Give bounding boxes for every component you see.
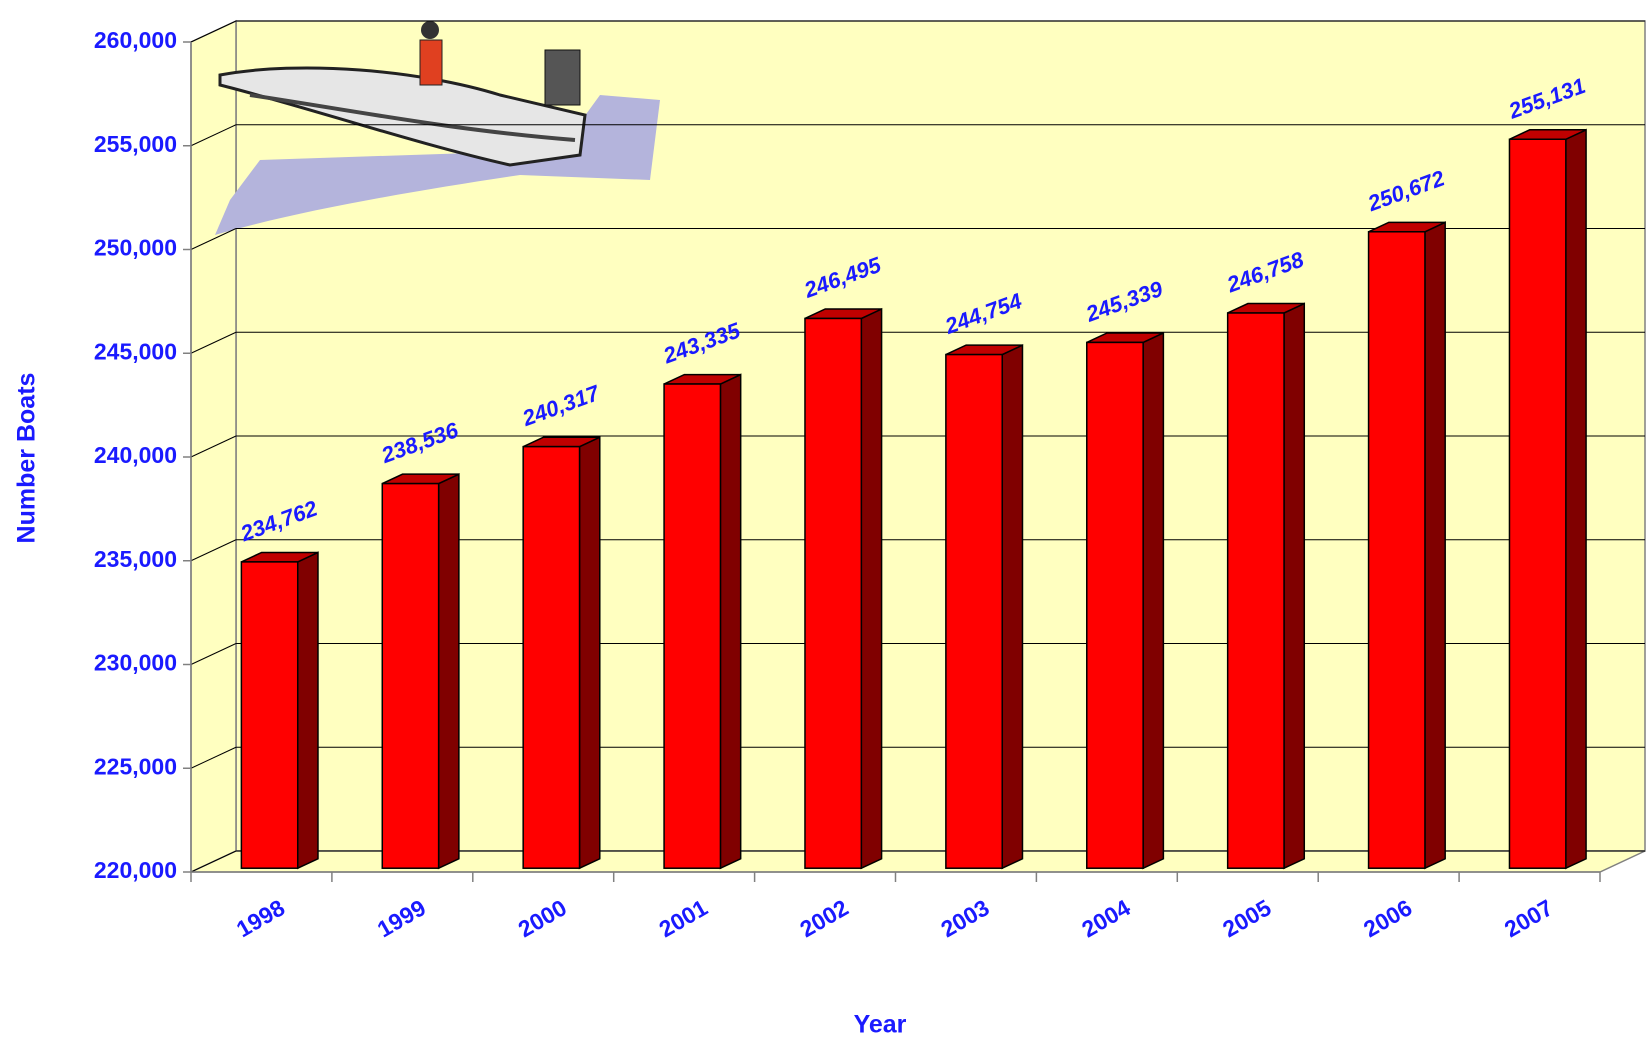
x-tick-label: 1999 (373, 894, 430, 942)
y-tick-label: 235,000 (94, 546, 177, 572)
driver (421, 21, 439, 39)
x-tick-label: 2004 (1077, 894, 1134, 942)
x-tick-label: 2001 (655, 894, 712, 942)
bar (382, 484, 438, 869)
y-tick-label: 255,000 (94, 131, 177, 157)
y-tick-label: 250,000 (94, 235, 177, 261)
x-tick-label: 2005 (1218, 894, 1275, 942)
bar-side (720, 375, 740, 869)
x-tick-label: 1998 (232, 894, 289, 942)
driver-body (420, 40, 442, 85)
x-axis-label: Year (854, 1011, 907, 1039)
y-tick-label: 245,000 (94, 338, 177, 364)
bar (241, 562, 297, 868)
bar (1369, 232, 1425, 868)
x-tick-label: 2002 (795, 894, 852, 942)
bar-side (1143, 333, 1163, 868)
bar-side (1284, 304, 1304, 869)
chart: Year Number Boats 220,000 225,000 230,000 2… (0, 0, 1648, 1045)
x-tick-label: 2000 (514, 894, 571, 942)
y-tick-label: 230,000 (94, 650, 177, 676)
bar-side (861, 309, 881, 868)
bar-side (439, 474, 459, 868)
y-tick-label: 260,000 (94, 27, 177, 53)
bar (1087, 342, 1143, 868)
bar-side (1002, 345, 1022, 868)
y-axis-label: Number Boats (13, 373, 41, 544)
y-tick-label: 225,000 (94, 753, 177, 779)
x-tick-label: 2007 (1500, 894, 1557, 942)
y-tick-label: 220,000 (94, 857, 177, 883)
y-tick-label: 240,000 (94, 442, 177, 468)
bar-side (1566, 130, 1586, 868)
bar-side (298, 552, 318, 868)
bar-side (1425, 222, 1445, 868)
motor (545, 50, 580, 105)
bar (664, 384, 720, 868)
x-tick-label: 2006 (1359, 894, 1416, 942)
bar (805, 318, 861, 868)
bar-side (580, 437, 600, 868)
bar (523, 447, 579, 869)
bar (946, 355, 1002, 869)
x-tick-label: 2003 (936, 894, 993, 942)
bar (1509, 139, 1565, 868)
bar (1228, 313, 1284, 868)
